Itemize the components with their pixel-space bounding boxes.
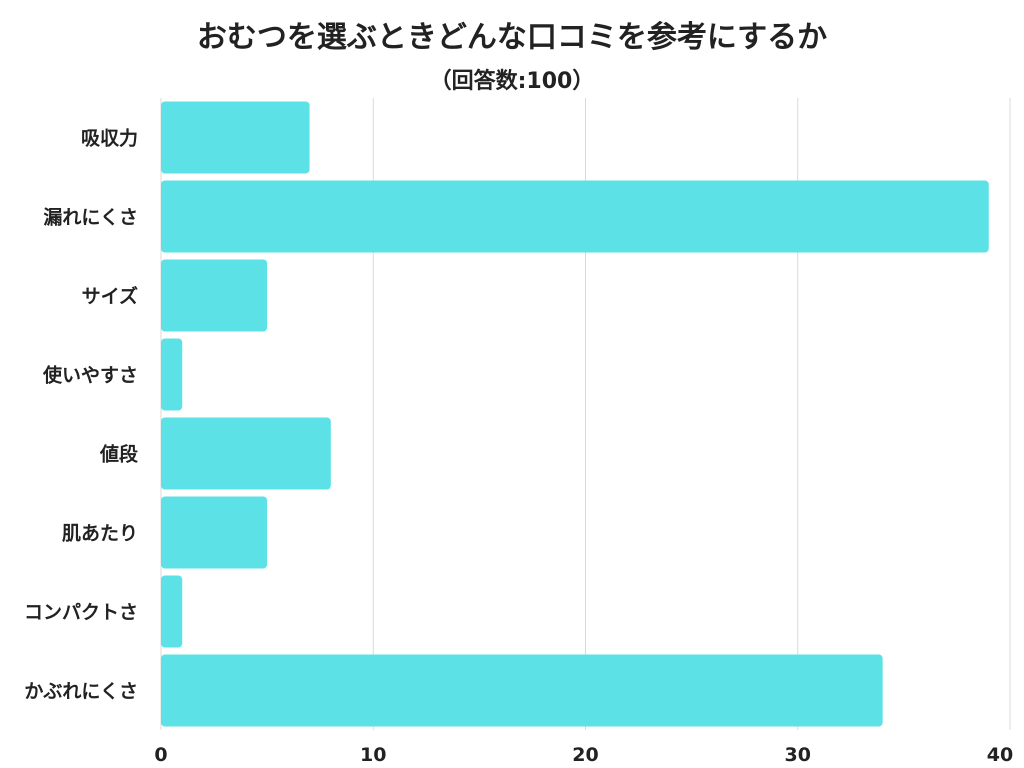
x-tick-label: 40 [987, 744, 1013, 766]
chart-subtitle: （回答数:100） [430, 68, 595, 94]
x-tick-labels: 0 10 20 30 40 [154, 744, 1013, 766]
category-label: 吸収力 [81, 127, 138, 150]
x-tick-label: 0 [154, 744, 167, 766]
category-label: 肌あたり [62, 523, 138, 545]
bar [161, 496, 268, 569]
bar [161, 180, 989, 253]
bar [161, 654, 883, 727]
bar [161, 259, 268, 332]
bar [161, 575, 183, 648]
bar [161, 417, 331, 490]
category-label: 値段 [99, 443, 139, 466]
bar [161, 101, 310, 174]
category-label: かぶれにくさ [24, 681, 138, 703]
category-label: コンパクトさ [24, 602, 138, 624]
bars [161, 101, 989, 727]
category-label: サイズ [82, 285, 138, 308]
category-label: 漏れにくさ [43, 207, 138, 229]
x-tick-label: 30 [785, 744, 811, 766]
x-tick-label: 10 [360, 744, 386, 766]
category-label: 使いやすさ [42, 365, 138, 387]
x-tick-label: 20 [572, 744, 598, 766]
bar [161, 338, 183, 411]
chart-title: おむつを選ぶときどんな口コミを参考にするか [197, 20, 827, 55]
